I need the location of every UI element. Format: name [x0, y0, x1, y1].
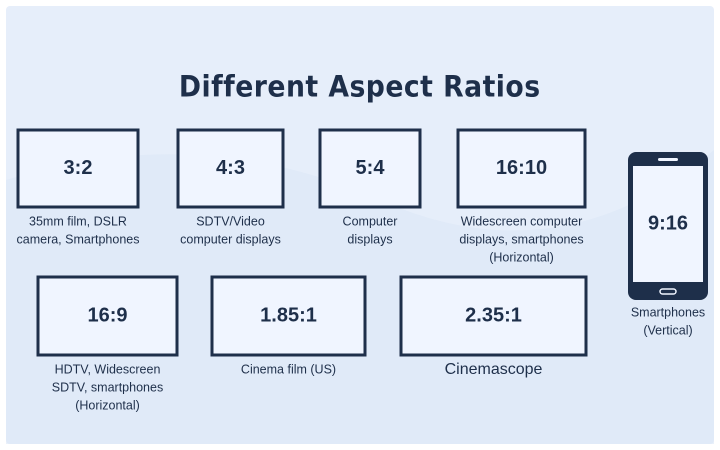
- ratio-card: 9:16 Smartphones (Vertical): [628, 152, 708, 337]
- ratio-text: 16:9: [87, 304, 127, 326]
- phone-home-bar: [659, 288, 677, 295]
- ratio-label: SDTV/Video: [196, 214, 265, 228]
- title: Different Aspect Ratios: [179, 69, 541, 103]
- ratio-text: 16:10: [496, 157, 547, 179]
- ratio-box: [210, 275, 367, 357]
- ratio-label: 35mm film, DSLR: [29, 214, 127, 228]
- ratio-text: 1.85:1: [260, 304, 317, 326]
- ratio-card: 3:2 35mm film, DSLR camera, Smartphones: [16, 128, 140, 246]
- ratio-label: SDTV, smartphones: [52, 380, 163, 394]
- phone-screen: [633, 166, 703, 282]
- ratio-text: 3:2: [64, 157, 93, 179]
- ratio-label: HDTV, Widescreen: [55, 362, 161, 376]
- ratio-text: 5:4: [356, 157, 386, 179]
- ratio-box: [176, 128, 285, 209]
- ratio-label: (Horizontal): [489, 250, 554, 264]
- ratio-card: 1.85:1 Cinema film (US): [210, 275, 367, 376]
- ratio-card: 5:4 Computer displays: [318, 128, 422, 246]
- ratio-text: 4:3: [216, 157, 245, 179]
- ratio-card: 4:3 SDTV/Video computer displays: [176, 128, 285, 246]
- ratio-text: 2.35:1: [465, 304, 522, 326]
- ratio-label: camera, Smartphones: [17, 232, 140, 246]
- ratio-card: 16:9 HDTV, Widescreen SDTV, smartphones (Ho…: [36, 275, 179, 412]
- ratio-box: [16, 128, 140, 209]
- ratio-box: [456, 128, 587, 209]
- ratio-label: displays: [347, 232, 392, 246]
- ratio-label: displays, smartphones: [459, 232, 583, 246]
- ratio-label: Widescreen computer: [461, 214, 583, 228]
- ratio-label: Smartphones: [631, 305, 705, 319]
- ratio-card: 2.35:1 Cinemascope: [399, 275, 588, 378]
- ratio-label: computer displays: [180, 232, 281, 246]
- ratio-label: (Vertical): [643, 323, 692, 337]
- ratio-label: Cinemascope: [445, 361, 543, 378]
- ratio-label: (Horizontal): [75, 398, 140, 412]
- ratio-text: 9:16: [648, 212, 688, 234]
- ratio-box: [36, 275, 179, 357]
- ratio-card: 16:10 Widescreen computer displays, smartp…: [456, 128, 587, 264]
- ratio-box: [399, 275, 588, 357]
- phone-speaker: [658, 158, 678, 161]
- ratio-label: Computer: [343, 214, 398, 228]
- ratio-box: [318, 128, 422, 209]
- ratio-label: Cinema film (US): [241, 362, 336, 376]
